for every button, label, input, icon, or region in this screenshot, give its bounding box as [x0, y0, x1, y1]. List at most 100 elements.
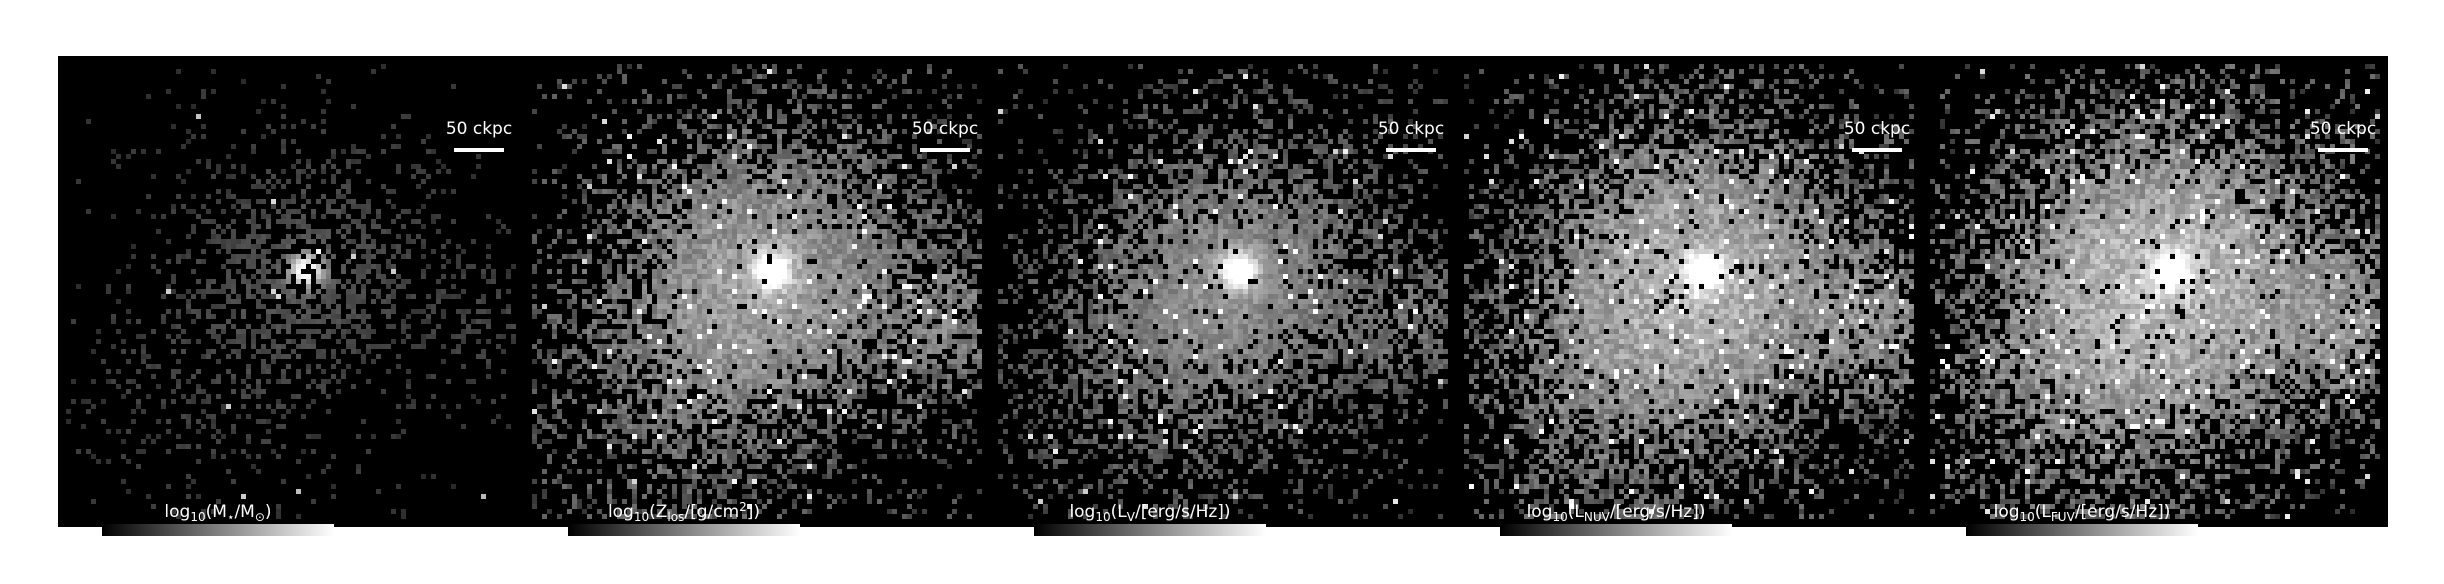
- pixel: [667, 419, 672, 424]
- pixel: [752, 264, 757, 269]
- pixel: [852, 304, 857, 309]
- pixel: [917, 194, 922, 199]
- pixel: [577, 334, 582, 339]
- pixel: [216, 164, 221, 169]
- pixel: [286, 214, 291, 219]
- pixel: [832, 369, 837, 374]
- pixel: [682, 304, 687, 309]
- pixel: [822, 354, 827, 359]
- pixel: [662, 274, 667, 279]
- pixel: [301, 264, 306, 269]
- pixel: [722, 349, 727, 354]
- pixel: [396, 134, 401, 139]
- pixel: [912, 144, 917, 149]
- pixel: [797, 274, 802, 279]
- pixel: [461, 424, 466, 429]
- pixel: [807, 269, 812, 274]
- pixel: [752, 74, 757, 79]
- pixel: [326, 294, 331, 299]
- pixel: [331, 284, 336, 289]
- pixel: [421, 344, 426, 349]
- pixel: [837, 284, 842, 289]
- pixel: [827, 279, 832, 284]
- pixel: [872, 139, 877, 144]
- pixel: [171, 374, 176, 379]
- pixel: [652, 149, 657, 154]
- pixel: [932, 384, 937, 389]
- pixel: [712, 434, 717, 439]
- pixel: [361, 419, 366, 424]
- pixel: [607, 369, 612, 374]
- pixel: [702, 354, 707, 359]
- pixel: [712, 334, 717, 339]
- pixel: [426, 264, 431, 269]
- pixel: [847, 194, 852, 199]
- pixel: [697, 239, 702, 244]
- pixel: [832, 354, 837, 359]
- pixel: [151, 174, 156, 179]
- pixel: [932, 409, 937, 414]
- pixel: [201, 424, 206, 429]
- pixel: [662, 159, 667, 164]
- pixel: [977, 134, 982, 139]
- pixel: [231, 374, 236, 379]
- pixel: [301, 214, 306, 219]
- pixel: [702, 324, 707, 329]
- pixel: [957, 294, 962, 299]
- pixel: [777, 204, 782, 209]
- pixel: [942, 119, 947, 124]
- pixel: [912, 354, 917, 359]
- pixel: [797, 294, 802, 299]
- pixel: [842, 314, 847, 319]
- pixel: [672, 274, 677, 279]
- pixel: [366, 204, 371, 209]
- pixel: [852, 334, 857, 339]
- pixel: [141, 359, 146, 364]
- pixel: [837, 219, 842, 224]
- pixel: [752, 349, 757, 354]
- pixel: [637, 164, 642, 169]
- pixel: [321, 299, 326, 304]
- pixel: [747, 349, 752, 354]
- pixel: [281, 444, 286, 449]
- pixel: [762, 354, 767, 359]
- pixel: [461, 314, 466, 319]
- pixel: [341, 284, 346, 289]
- pixel: [782, 304, 787, 309]
- pixel: [226, 404, 231, 409]
- pixel: [817, 389, 822, 394]
- pixel: [406, 314, 411, 319]
- pixel: [386, 189, 391, 194]
- pixel: [917, 324, 922, 329]
- pixel: [812, 159, 817, 164]
- pixel: [762, 204, 767, 209]
- pixel: [466, 324, 471, 329]
- pixel: [572, 309, 577, 314]
- pixel: [947, 219, 952, 224]
- pixel: [266, 249, 271, 254]
- pixel: [381, 299, 386, 304]
- pixel: [802, 174, 807, 179]
- pixel: [807, 239, 812, 244]
- pixel: [797, 269, 802, 274]
- pixel: [712, 319, 717, 324]
- pixel: [682, 289, 687, 294]
- pixel: [732, 389, 737, 394]
- pixel: [246, 204, 251, 209]
- pixel: [667, 359, 672, 364]
- pixel: [907, 209, 912, 214]
- pixel: [747, 79, 752, 84]
- pixel: [171, 279, 176, 284]
- pixel: [256, 349, 261, 354]
- pixel: [812, 424, 817, 429]
- pixel: [196, 419, 201, 424]
- pixel: [777, 259, 782, 264]
- pixel: [246, 289, 251, 294]
- pixel: [872, 299, 877, 304]
- pixel: [276, 294, 281, 299]
- pixel: [326, 204, 331, 209]
- pixel: [897, 329, 902, 334]
- pixel: [346, 179, 351, 184]
- pixel: [797, 304, 802, 309]
- pixel: [326, 269, 331, 274]
